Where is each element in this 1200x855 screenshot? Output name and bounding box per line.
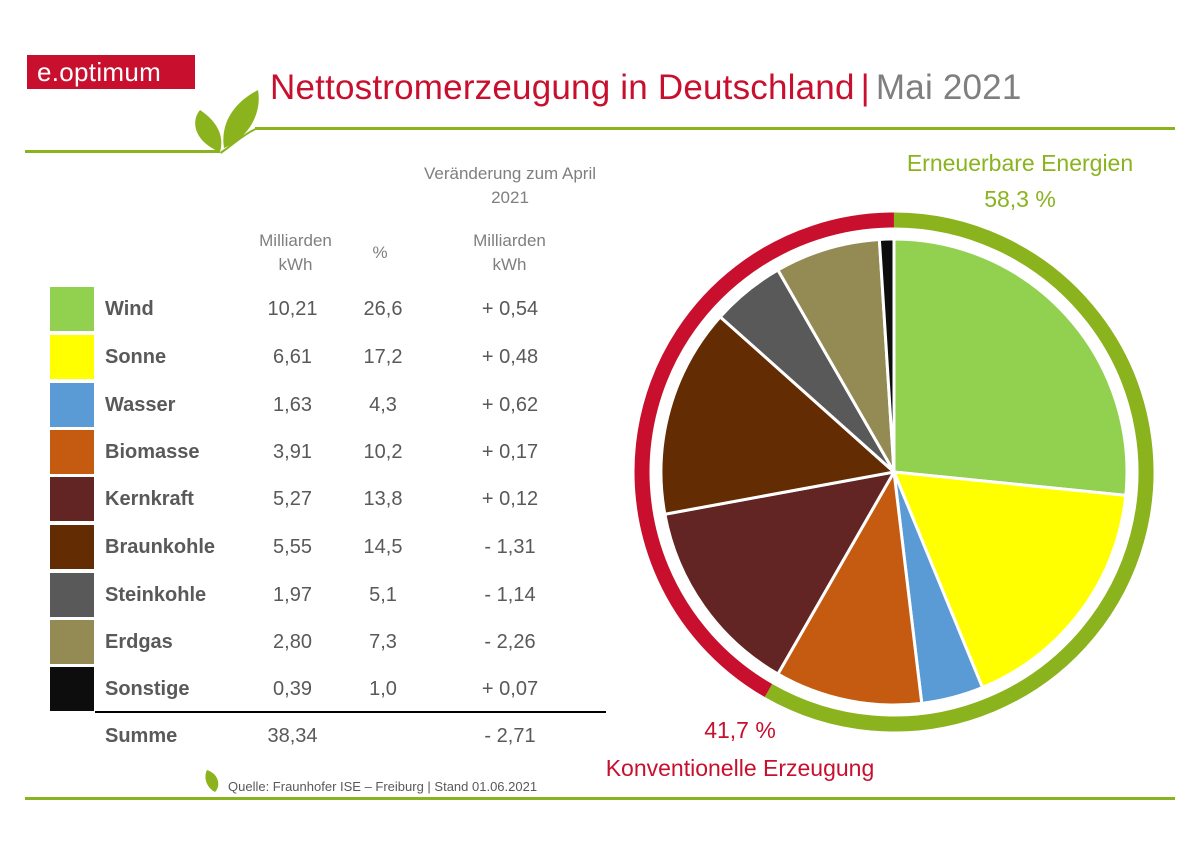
- legend-swatch-wind: [50, 287, 94, 331]
- legend-swatch-sonstige: [50, 667, 94, 711]
- row-name: Steinkohle: [105, 584, 207, 606]
- table-row: Erdgas 2,80 7,3 - 2,26: [50, 619, 610, 666]
- title-main: Nettostromerzeugung in Deutschland: [270, 68, 855, 107]
- title-period: Mai 2021: [875, 68, 1022, 107]
- pie-slice-biomasse: [776, 470, 924, 707]
- small-leaf-icon: [205, 770, 219, 792]
- sum-row: Summe 38,34 - 2,71: [50, 713, 610, 760]
- brand-logo: e.optimum: [27, 55, 195, 89]
- ring-conventional: [634, 212, 894, 698]
- row-name: Wind: [105, 298, 154, 320]
- legend-swatch-erdgas: [50, 620, 94, 664]
- row-percent: 4,3: [369, 394, 397, 416]
- legend-swatch-steinkohle: [50, 573, 94, 617]
- row-name: Sonne: [105, 346, 167, 368]
- row-value: 1,97: [273, 584, 312, 606]
- sum-name: Summe: [105, 725, 178, 747]
- conventional-label: Konventionelle Erzeugung: [605, 755, 875, 781]
- row-change: + 0,62: [481, 394, 539, 416]
- row-value: 1,63: [273, 394, 312, 416]
- leaf-icon: [195, 90, 265, 154]
- row-name: Erdgas: [105, 631, 173, 653]
- row-value: 3,91: [273, 441, 312, 463]
- bottom-rule-right: [213, 797, 1175, 800]
- top-rule-right: [255, 127, 1175, 130]
- table-row: Sonne 6,61 17,2 + 0,48: [50, 334, 610, 381]
- sum-change: - 2,71: [484, 725, 536, 747]
- pie-slice-wind: [892, 237, 1129, 497]
- row-change: + 0,17: [481, 441, 539, 463]
- pie-slice-sonstige: [877, 237, 896, 474]
- legend-swatch-sonne: [50, 335, 94, 379]
- table-row: Steinkohle 1,97 5,1 - 1,14: [50, 572, 610, 619]
- title-separator: |: [860, 68, 870, 107]
- legend-swatch-braunkohle: [50, 525, 94, 569]
- table-row: Wind 10,21 26,6 + 0,54: [50, 286, 610, 333]
- row-change: + 0,07: [481, 678, 539, 700]
- legend-swatch-wasser: [50, 383, 94, 427]
- legend-swatch-kernkraft: [50, 477, 94, 521]
- row-change: - 1,31: [484, 536, 536, 558]
- row-percent: 10,2: [363, 441, 403, 463]
- ring-renewable: [764, 212, 1154, 732]
- row-change: + 0,12: [481, 488, 539, 510]
- header-percent: %: [372, 243, 388, 262]
- legend-swatch-biomasse: [50, 430, 94, 474]
- row-value: 10,21: [267, 298, 318, 320]
- row-value: 0,39: [273, 678, 312, 700]
- sum-value: 38,34: [267, 725, 318, 747]
- row-name: Biomasse: [105, 441, 200, 463]
- row-name: Sonstige: [105, 678, 190, 700]
- header-value: Milliarden kWh: [259, 231, 332, 274]
- table-row: Wasser 1,63 4,3 + 0,62: [50, 382, 610, 429]
- bottom-rule-left: [25, 797, 220, 800]
- row-percent: 26,6: [363, 298, 403, 320]
- row-percent: 7,3: [369, 631, 397, 653]
- row-change: + 0,54: [481, 298, 539, 320]
- row-value: 5,55: [273, 536, 312, 558]
- renewable-percent: 58,3 %: [984, 186, 1056, 212]
- table-row: Sonstige 0,39 1,0 + 0,07: [50, 666, 610, 713]
- pie-slice-sonne: [892, 470, 1128, 690]
- row-value: 2,80: [273, 631, 312, 653]
- pie-slice-braunkohle: [659, 315, 896, 516]
- header-change-unit: Milliarden kWh: [473, 231, 546, 274]
- page-title: Nettostromerzeugung in Deutschland | Mai 2…: [270, 68, 1022, 108]
- renewable-label: Erneuerbare Energien: [906, 150, 1134, 176]
- top-rule-left: [25, 150, 220, 153]
- row-change: - 1,14: [484, 584, 536, 606]
- pie-slice-kernkraft: [663, 470, 896, 676]
- conventional-percent: 41,7 %: [704, 717, 776, 743]
- row-percent: 14,5: [363, 536, 403, 558]
- row-percent: 13,8: [363, 488, 403, 510]
- row-value: 6,61: [273, 346, 312, 368]
- pie-slice-erdgas: [776, 237, 896, 474]
- row-value: 5,27: [273, 488, 312, 510]
- row-change: - 2,26: [484, 631, 536, 653]
- row-change: + 0,48: [481, 346, 539, 368]
- sum-divider: [95, 711, 606, 713]
- row-name: Wasser: [105, 394, 176, 416]
- row-name: Braunkohle: [105, 536, 216, 558]
- source-note: Quelle: Fraunhofer ISE – Freiburg | Stan…: [228, 779, 538, 794]
- row-percent: 5,1: [369, 584, 397, 606]
- table-row: Biomasse 3,91 10,2 + 0,17: [50, 429, 610, 476]
- table-row: Braunkohle 5,55 14,5 - 1,31: [50, 524, 610, 571]
- row-name: Kernkraft: [105, 488, 194, 510]
- table-row: Kernkraft 5,27 13,8 + 0,12: [50, 476, 610, 523]
- header-change-period: Veränderung zum April 2021: [424, 164, 596, 207]
- pie-chart: [634, 212, 1154, 732]
- row-percent: 17,2: [363, 346, 403, 368]
- row-percent: 1,0: [369, 678, 397, 700]
